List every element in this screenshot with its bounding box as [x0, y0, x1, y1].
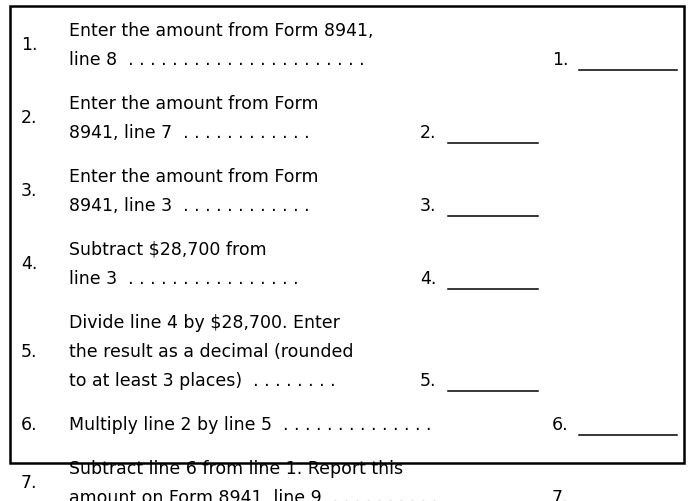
Text: 5.: 5. [21, 342, 37, 360]
Text: 1.: 1. [552, 51, 568, 69]
Text: 1.: 1. [21, 36, 37, 54]
Text: to at least 3 places)  . . . . . . . .: to at least 3 places) . . . . . . . . [69, 371, 336, 389]
Text: 4.: 4. [420, 269, 437, 287]
Text: the result as a decimal (rounded: the result as a decimal (rounded [69, 342, 354, 360]
Text: line 3  . . . . . . . . . . . . . . . .: line 3 . . . . . . . . . . . . . . . . [69, 269, 299, 287]
Text: 7.: 7. [552, 488, 568, 501]
Text: 6.: 6. [21, 415, 37, 433]
Text: 8941, line 7  . . . . . . . . . . . .: 8941, line 7 . . . . . . . . . . . . [69, 124, 310, 141]
Text: Subtract line 6 from line 1. Report this: Subtract line 6 from line 1. Report this [69, 459, 403, 476]
FancyBboxPatch shape [10, 7, 684, 463]
Text: Enter the amount from Form: Enter the amount from Form [69, 167, 319, 185]
Text: 8941, line 3  . . . . . . . . . . . .: 8941, line 3 . . . . . . . . . . . . [69, 196, 310, 214]
Text: Enter the amount from Form: Enter the amount from Form [69, 94, 319, 112]
Text: Enter the amount from Form 8941,: Enter the amount from Form 8941, [69, 22, 374, 40]
Text: 2.: 2. [420, 124, 437, 141]
Text: 5.: 5. [420, 371, 437, 389]
Text: Divide line 4 by $28,700. Enter: Divide line 4 by $28,700. Enter [69, 313, 340, 331]
Text: 3.: 3. [420, 196, 437, 214]
Text: 3.: 3. [21, 182, 37, 200]
Text: amount on Form 8941, line 9  . . . . . . . . . .: amount on Form 8941, line 9 . . . . . . … [69, 488, 438, 501]
Text: Multiply line 2 by line 5  . . . . . . . . . . . . . .: Multiply line 2 by line 5 . . . . . . . … [69, 415, 432, 433]
Text: 2.: 2. [21, 109, 37, 127]
Text: 6.: 6. [552, 415, 568, 433]
Text: 7.: 7. [21, 473, 37, 491]
Text: Subtract $28,700 from: Subtract $28,700 from [69, 240, 267, 258]
Text: 4.: 4. [21, 255, 37, 273]
Text: line 8  . . . . . . . . . . . . . . . . . . . . . .: line 8 . . . . . . . . . . . . . . . . .… [69, 51, 365, 69]
